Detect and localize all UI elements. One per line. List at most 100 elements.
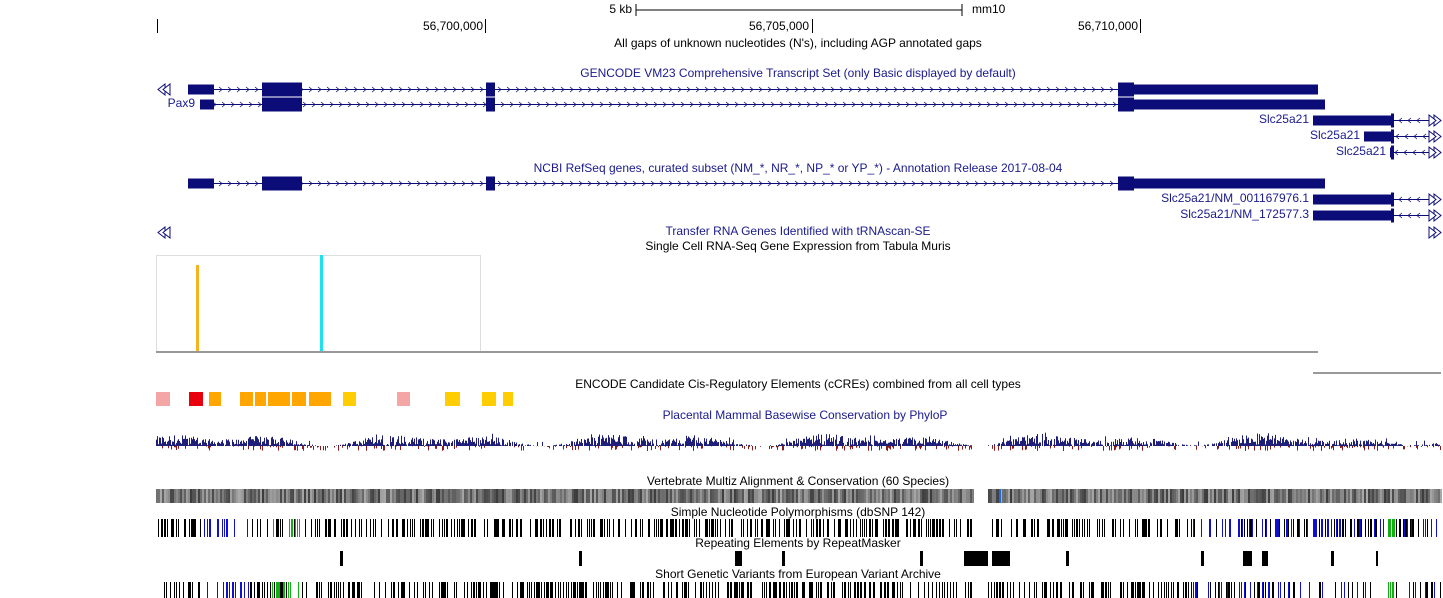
alignment-shade <box>186 489 188 503</box>
alignment-shade <box>1142 489 1144 503</box>
alignment-shade <box>164 489 166 503</box>
alignment-shade <box>544 489 546 503</box>
alignment-shade <box>312 489 314 503</box>
alignment-shade <box>320 489 322 503</box>
alignment-shade <box>226 489 228 503</box>
gene-label[interactable]: Slc25a21/NM_172577.3 <box>1180 207 1309 221</box>
alignment-shade <box>1152 489 1154 503</box>
alignment-shade <box>278 489 280 503</box>
alignment-shade <box>384 489 386 503</box>
gene-label[interactable]: Slc25a21/NM_001167976.1 <box>1161 191 1309 205</box>
alignment-shade <box>214 489 216 503</box>
alignment-shade <box>952 489 954 503</box>
repeat-element <box>964 551 988 566</box>
alignment-shade <box>388 489 390 503</box>
alignment-shade <box>364 489 366 503</box>
alignment-shade <box>1298 489 1300 503</box>
strand-arrows <box>1394 149 1426 156</box>
alignment-shade <box>218 489 220 503</box>
alignment-shade <box>302 489 304 503</box>
alignment-shade <box>612 489 614 503</box>
alignment-shade <box>174 489 176 503</box>
alignment-shade <box>716 489 718 503</box>
alignment-shade <box>1412 489 1414 503</box>
alignment-shade <box>710 489 712 503</box>
alignment-shade <box>1136 489 1138 503</box>
alignment-shade <box>744 489 746 503</box>
alignment-shade <box>1074 489 1076 503</box>
alignment-shade <box>1028 489 1030 503</box>
alignment-shade <box>448 489 450 503</box>
alignment-shade <box>630 489 632 503</box>
alignment-shade <box>860 489 862 503</box>
alignment-shade <box>1366 489 1368 503</box>
alignment-shade <box>1248 489 1250 503</box>
alignment-shade <box>1034 489 1036 503</box>
alignment-shade <box>778 489 780 503</box>
alignment-shade <box>756 489 758 503</box>
alignment-shade <box>704 489 706 503</box>
alignment-shade <box>656 489 658 503</box>
alignment-shade <box>322 489 324 503</box>
alignment-shade <box>802 489 804 503</box>
exon <box>1313 210 1391 221</box>
alignment-shade <box>680 489 682 503</box>
alignment-shade <box>1426 489 1428 503</box>
alignment-shade <box>1090 489 1092 503</box>
alignment-shade <box>1436 489 1438 503</box>
alignment-shade <box>1256 489 1258 503</box>
alignment-shade <box>832 489 834 503</box>
alignment-shade <box>1378 489 1380 503</box>
alignment-shade <box>514 489 516 503</box>
alignment-shade <box>286 489 288 503</box>
track-title: Repeating Elements by RepeatMasker <box>695 536 900 550</box>
alignment-shade <box>1376 489 1378 503</box>
alignment-shade <box>650 489 652 503</box>
repeat-element <box>1262 551 1268 566</box>
alignment-shade <box>1060 489 1062 503</box>
continuation-arrow <box>1428 192 1437 207</box>
alignment-shade <box>1336 489 1338 503</box>
alignment-shade <box>1194 489 1196 503</box>
exon <box>1134 84 1318 95</box>
alignment-shade <box>374 489 376 503</box>
alignment-shade <box>678 489 680 503</box>
alignment-shade <box>170 489 172 503</box>
alignment-shade <box>872 489 874 503</box>
alignment-shade <box>416 489 418 503</box>
alignment-shade <box>732 489 734 503</box>
track-title: Transfer RNA Genes Identified with tRNAs… <box>666 224 931 238</box>
alignment-shade <box>944 489 946 503</box>
alignment-shade <box>424 489 426 503</box>
alignment-shade <box>652 489 654 503</box>
exon <box>1134 99 1325 110</box>
ccre-element <box>309 392 331 406</box>
alignment-shade <box>410 489 412 503</box>
alignment-shade <box>956 489 958 503</box>
alignment-shade <box>566 489 568 503</box>
alignment-shade <box>868 489 870 503</box>
alignment-shade <box>922 489 924 503</box>
alignment-shade <box>804 489 806 503</box>
gene-label[interactable]: Pax9 <box>168 96 196 110</box>
alignment-shade <box>208 489 210 503</box>
alignment-shade <box>658 489 660 503</box>
alignment-shade <box>1242 489 1244 503</box>
gene-label[interactable]: Slc25a21 <box>1259 112 1309 126</box>
continuation-arrow <box>1428 129 1437 144</box>
exon <box>188 178 214 189</box>
alignment-shade <box>1190 489 1192 503</box>
alignment-shade <box>836 489 838 503</box>
alignment-shade <box>1122 489 1124 503</box>
alignment-shade <box>1300 489 1302 503</box>
alignment-shade <box>1254 489 1256 503</box>
gene-label[interactable]: Slc25a21 <box>1310 128 1360 142</box>
alignment-shade <box>600 489 602 503</box>
exon <box>1118 97 1134 112</box>
alignment-shade <box>662 489 664 503</box>
alignment-shade <box>990 489 992 503</box>
gene-label[interactable]: Slc25a21 <box>1336 144 1386 158</box>
alignment-shade <box>548 489 550 503</box>
alignment-shade <box>386 489 388 503</box>
alignment-shade <box>758 489 760 503</box>
